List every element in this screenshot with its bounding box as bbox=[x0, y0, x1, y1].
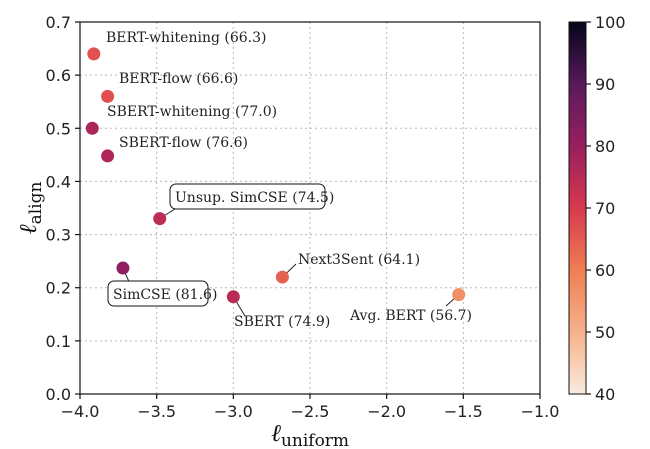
colorbar-tick-label: 80 bbox=[595, 137, 615, 156]
y-tick-label: 0.5 bbox=[46, 119, 71, 138]
colorbar-tick-label: 60 bbox=[595, 261, 615, 280]
y-axis-label: ℓalign bbox=[14, 182, 46, 235]
colorbar-tick-label: 100 bbox=[595, 13, 626, 32]
data-point bbox=[452, 288, 466, 302]
axis-labels: ℓuniform ℓalign bbox=[14, 182, 349, 449]
colorbar-tick-label: 40 bbox=[595, 385, 615, 404]
colorbar-tick-label: 50 bbox=[595, 323, 615, 342]
x-tick-label: −3.5 bbox=[137, 402, 176, 421]
y-tick-label: 0.3 bbox=[46, 226, 71, 245]
x-tick-label: −2.0 bbox=[367, 402, 406, 421]
point-label: Unsup. SimCSE (74.5) bbox=[175, 190, 334, 206]
data-point bbox=[153, 212, 167, 226]
colorbar-tick-label: 70 bbox=[595, 199, 615, 218]
point-label: SBERT (74.9) bbox=[234, 314, 330, 330]
y-tick-label: 0.7 bbox=[46, 13, 71, 32]
point-label: Next3Sent (64.1) bbox=[298, 252, 420, 268]
data-point bbox=[116, 261, 130, 275]
colorbar-gradient bbox=[568, 21, 587, 395]
axis-ticks: −4.0 −3.5 −3.0 −2.5 −2.0 −1.5 −1.0 0.0 0.1 0.2 0.3… bbox=[46, 13, 560, 421]
data-point bbox=[226, 290, 240, 304]
point-label: BERT-flow (66.6) bbox=[119, 71, 238, 87]
data-point bbox=[85, 121, 99, 135]
x-axis-label: ℓuniform bbox=[271, 419, 349, 449]
data-points bbox=[85, 47, 466, 304]
data-point bbox=[87, 47, 101, 61]
point-label: BERT-whitening (66.3) bbox=[106, 30, 266, 46]
point-label: Avg. BERT (56.7) bbox=[349, 308, 472, 324]
x-tick-label: −4.0 bbox=[61, 402, 100, 421]
x-tick-label: −2.5 bbox=[291, 402, 330, 421]
x-tick-label: −1.5 bbox=[444, 402, 483, 421]
x-tick-label: −3.0 bbox=[214, 402, 253, 421]
data-point bbox=[101, 149, 115, 163]
y-tick-label: 0.0 bbox=[46, 385, 71, 404]
point-label: SimCSE (81.6) bbox=[113, 287, 217, 303]
point-label: SBERT-flow (76.6) bbox=[119, 135, 248, 151]
label-box bbox=[169, 183, 326, 210]
x-tick-label: −1.0 bbox=[521, 402, 560, 421]
colorbar: 40 50 60 70 80 90 100 bbox=[568, 13, 626, 404]
data-point bbox=[101, 89, 115, 103]
y-tick-label: 0.6 bbox=[46, 66, 71, 85]
y-tick-label: 0.2 bbox=[46, 279, 71, 298]
point-label: SBERT-whitening (77.0) bbox=[107, 104, 277, 120]
label-box bbox=[107, 280, 209, 307]
colorbar-tick-label: 90 bbox=[595, 75, 615, 94]
annotations: BERT-whitening (66.3) BERT-flow (66.6) SBE… bbox=[106, 30, 472, 330]
y-tick-label: 0.4 bbox=[46, 172, 71, 191]
data-point bbox=[275, 270, 289, 284]
y-tick-label: 0.1 bbox=[46, 332, 71, 351]
